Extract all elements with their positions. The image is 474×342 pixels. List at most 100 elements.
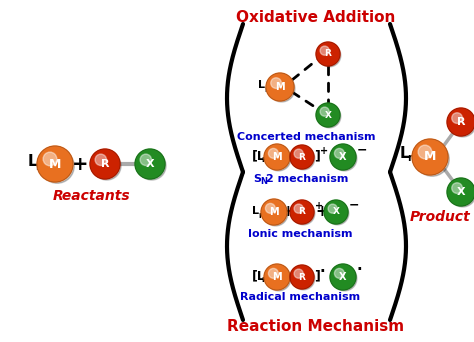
Circle shape [290,265,314,289]
Circle shape [316,103,340,127]
Text: ·: · [287,148,293,163]
Circle shape [266,73,294,101]
Text: [L: [L [252,149,266,162]
Text: X: X [339,152,347,162]
Text: Oxidative Addition: Oxidative Addition [237,10,396,25]
Text: X: X [325,110,331,119]
Circle shape [318,105,341,128]
Circle shape [316,42,340,66]
Circle shape [452,183,463,193]
Text: +: + [315,201,323,211]
Text: Reactants: Reactants [53,189,131,203]
Text: ·: · [287,268,293,284]
Text: L: L [28,155,37,170]
Circle shape [335,148,344,158]
Text: R: R [457,117,465,127]
Circle shape [449,110,474,137]
Text: Product: Product [410,210,470,224]
Circle shape [265,203,275,213]
Text: X: X [332,208,339,216]
Circle shape [415,142,449,176]
Circle shape [294,149,303,158]
Circle shape [412,139,448,175]
Circle shape [40,149,74,183]
Circle shape [452,113,463,123]
Circle shape [264,144,290,170]
Text: S: S [253,174,261,184]
Text: −: − [357,144,367,157]
Text: R: R [299,208,305,216]
Circle shape [324,200,348,224]
Text: N: N [260,177,267,186]
Text: X: X [456,187,465,197]
Circle shape [90,149,120,179]
Circle shape [294,269,303,278]
Circle shape [95,154,107,166]
Circle shape [140,154,152,166]
Circle shape [266,146,291,171]
Text: M: M [275,82,285,92]
Text: [L: [L [252,269,266,282]
Text: n: n [261,156,266,165]
Circle shape [263,201,288,226]
Circle shape [326,202,349,225]
Circle shape [330,264,356,290]
Circle shape [266,266,291,291]
Circle shape [332,266,357,291]
Text: M: M [269,207,279,217]
Circle shape [268,75,295,102]
Text: +: + [282,203,294,219]
Text: ]: ] [314,269,320,282]
Circle shape [320,107,329,116]
Text: L: L [400,145,410,160]
Circle shape [418,145,432,159]
Text: Ionic mechanism: Ionic mechanism [248,229,352,239]
Circle shape [447,108,474,136]
Circle shape [447,178,474,206]
Circle shape [294,204,303,213]
Circle shape [335,268,344,278]
Text: M: M [272,272,282,282]
Circle shape [290,200,314,224]
Text: n: n [407,153,414,163]
Text: ·: · [357,263,363,277]
Circle shape [261,199,287,225]
Circle shape [43,152,57,166]
Circle shape [92,152,121,180]
Text: ]: ] [314,149,320,162]
Text: +: + [320,146,328,156]
Circle shape [268,268,278,278]
Text: M: M [424,150,436,163]
Text: R: R [299,153,305,161]
Text: +: + [316,203,328,219]
Text: ·: · [320,263,326,278]
Circle shape [37,146,73,182]
Circle shape [264,264,290,290]
Text: R: R [299,273,305,281]
Circle shape [271,78,282,88]
Circle shape [318,44,341,67]
Text: +: + [72,155,88,173]
Text: L: L [252,206,259,216]
Text: X: X [339,272,347,282]
Circle shape [292,267,315,290]
Text: X: X [146,159,155,169]
Text: R: R [101,159,109,169]
Circle shape [135,149,165,179]
Text: Reaction Mechanism: Reaction Mechanism [228,319,405,334]
Text: M: M [49,158,61,171]
Text: 2 mechanism: 2 mechanism [266,174,348,184]
Circle shape [320,46,329,55]
Text: Concerted mechanism: Concerted mechanism [237,132,375,142]
Text: R: R [325,50,331,58]
Circle shape [290,145,314,169]
Circle shape [268,148,278,158]
Text: L: L [258,80,265,90]
Text: n: n [35,162,42,172]
Text: n: n [261,276,266,285]
Circle shape [292,202,315,225]
Text: −: − [349,198,359,211]
Text: Radical mechanism: Radical mechanism [240,292,360,302]
Circle shape [449,180,474,207]
Circle shape [332,146,357,171]
